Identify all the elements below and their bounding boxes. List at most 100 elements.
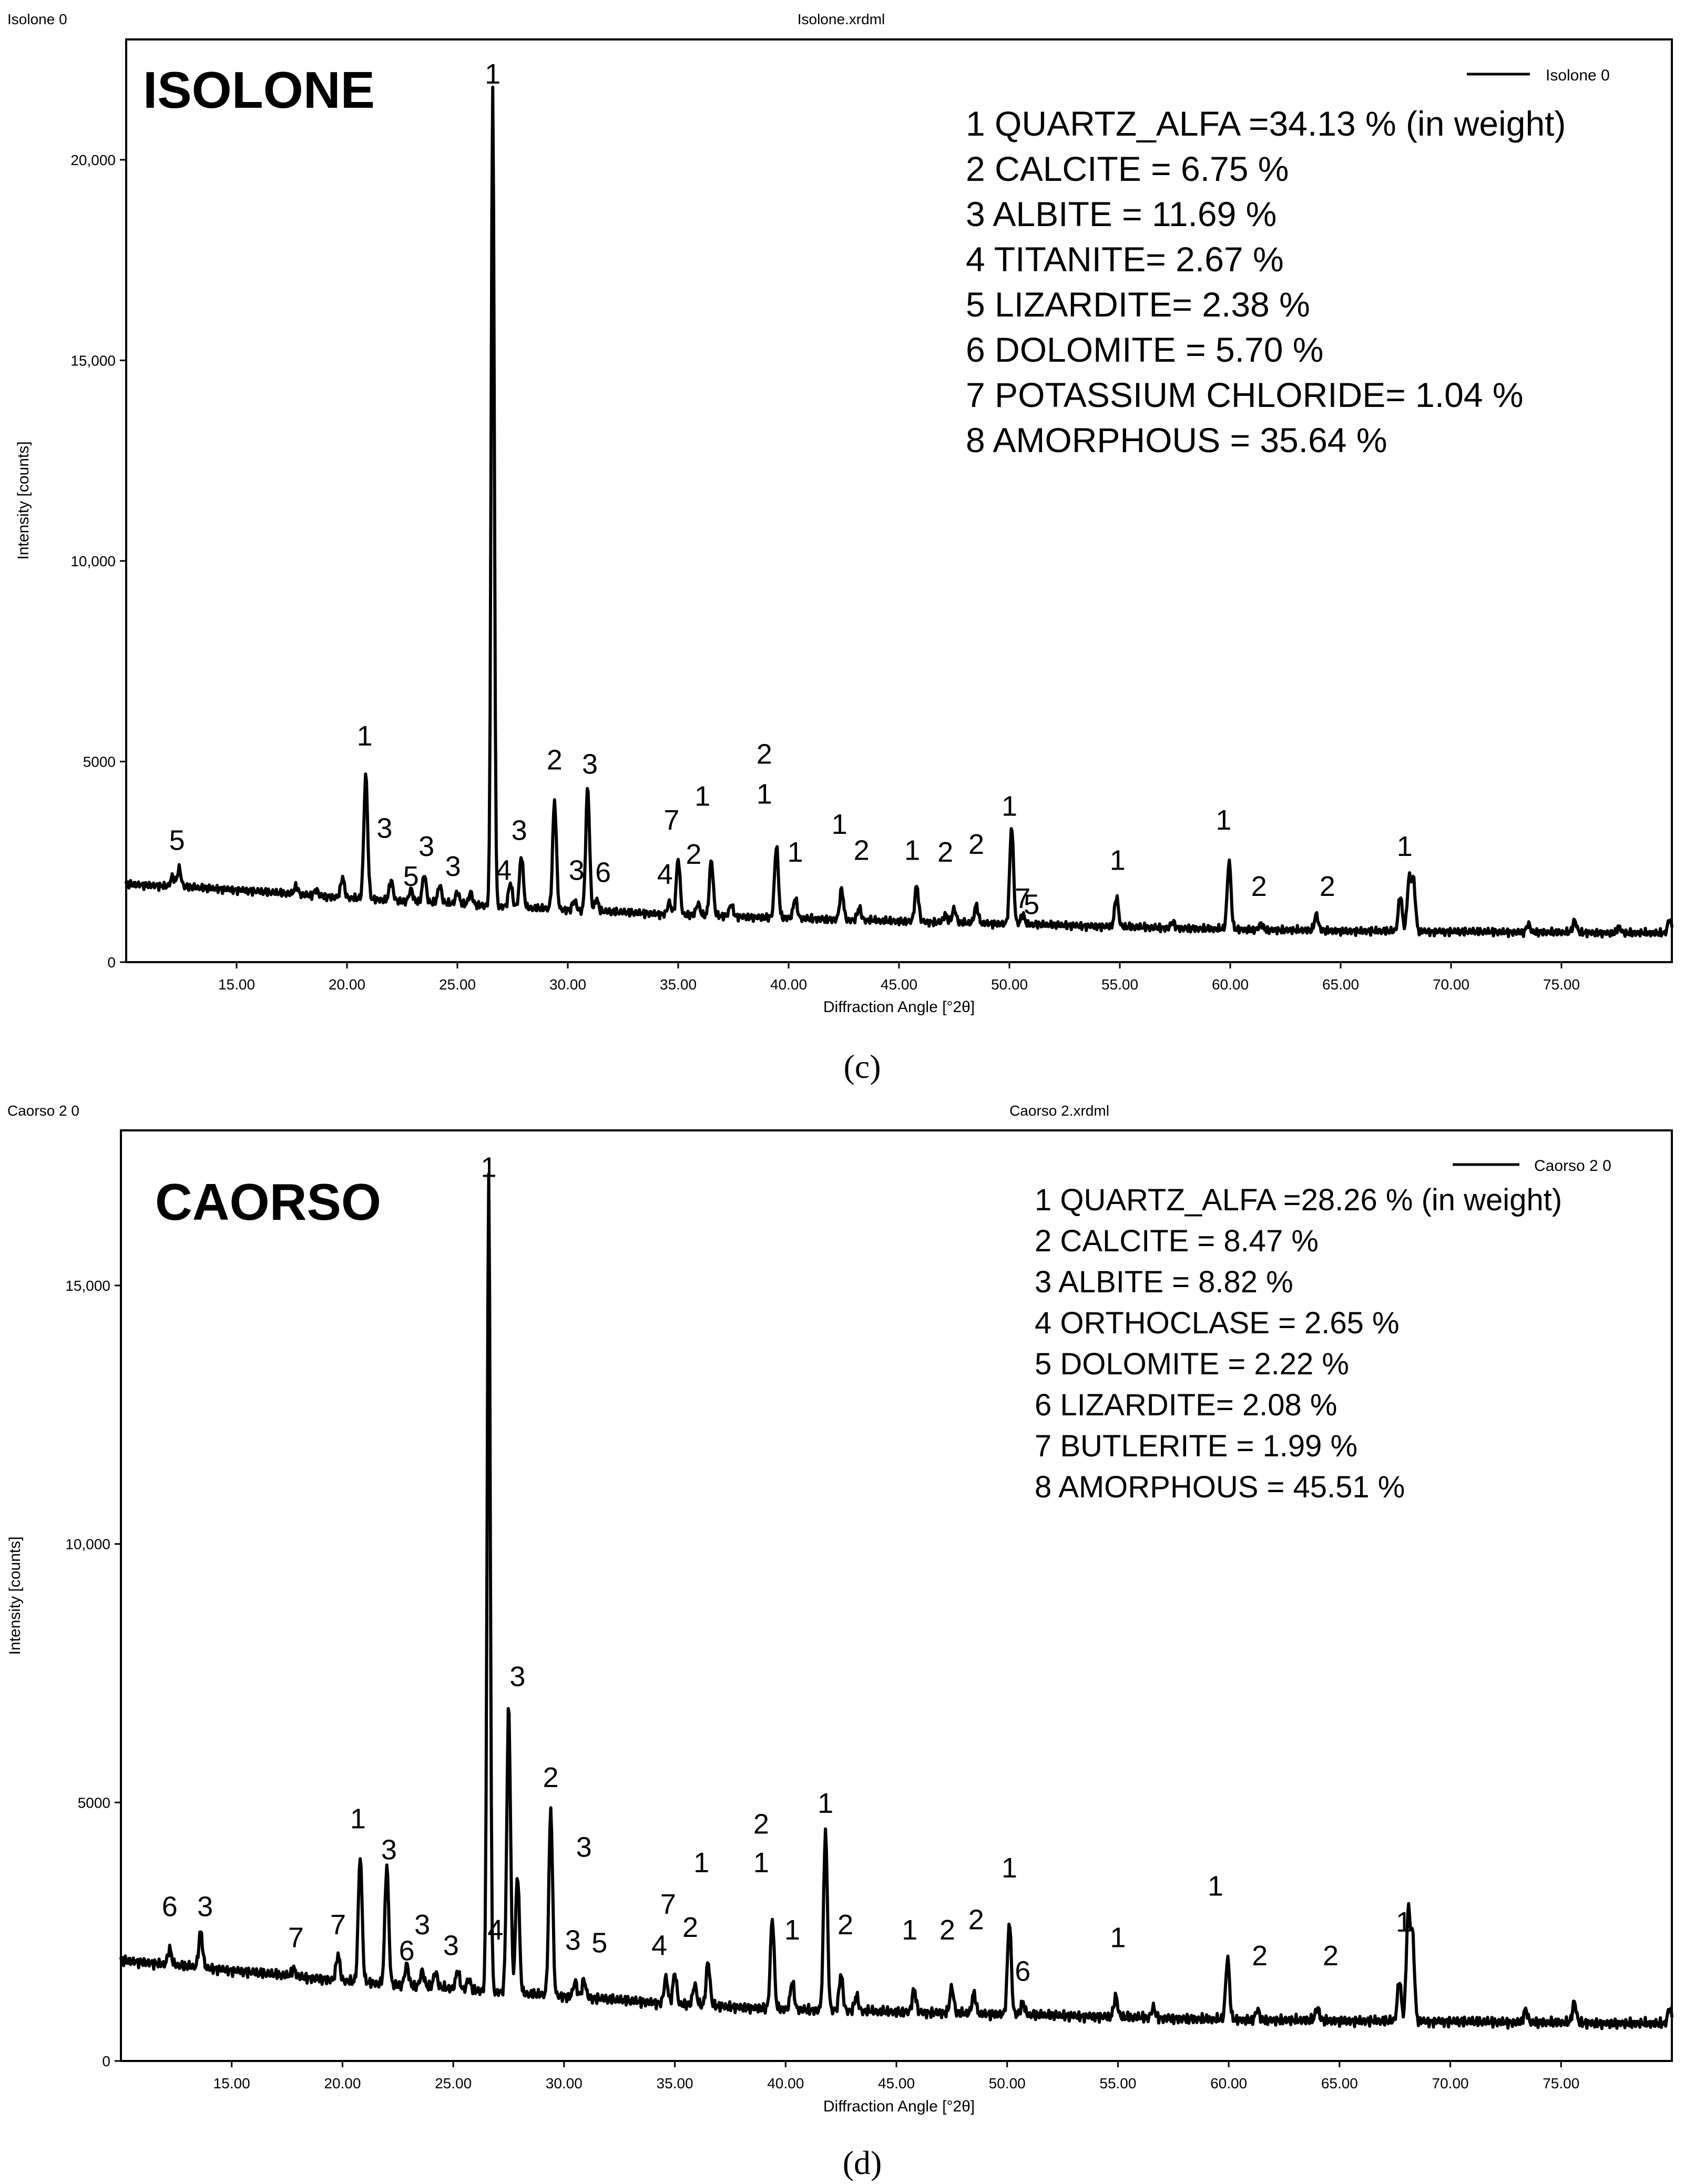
peak-label: 3 xyxy=(576,1832,592,1863)
peak-label: 3 xyxy=(569,855,585,886)
peak-label: 2 xyxy=(547,744,563,776)
phase-entry: 2 CALCITE = 8.47 % xyxy=(1035,1224,1319,1258)
x-tick-label: 35.00 xyxy=(660,976,697,993)
peak-label: 2 xyxy=(682,1912,698,1943)
peak-label: 1 xyxy=(1110,845,1126,876)
peak-label: 7 xyxy=(330,1909,346,1941)
peak-label: 6 xyxy=(595,856,611,888)
phase-entry: 8 AMORPHOUS = 35.64 % xyxy=(966,421,1387,460)
diffraction-trace xyxy=(119,1172,1673,2030)
peak-label: 2 xyxy=(1323,1940,1339,1972)
peak-label: 5 xyxy=(1024,889,1039,920)
sample-label: ISOLONE xyxy=(143,61,375,119)
diffraction-trace xyxy=(125,85,1673,939)
x-tick-label: 75.00 xyxy=(1543,2075,1579,2091)
peak-label: 2 xyxy=(968,1904,984,1935)
phase-entry: 4 TITANITE= 2.67 % xyxy=(966,240,1284,279)
y-tick-label: 5000 xyxy=(83,753,116,770)
peak-label: 3 xyxy=(197,1891,213,1923)
peak-label: 1 xyxy=(481,1152,497,1183)
peak-label: 4 xyxy=(496,855,512,886)
phase-entry: 3 ALBITE = 11.69 % xyxy=(966,195,1276,233)
phase-entry: 6 DOLOMITE = 5.70 % xyxy=(966,330,1323,369)
x-tick-label: 25.00 xyxy=(435,2075,472,2091)
y-tick-label: 0 xyxy=(107,954,116,971)
x-tick-label: 60.00 xyxy=(1212,976,1249,993)
peak-label: 7 xyxy=(663,804,679,836)
y-tick-label: 10,000 xyxy=(70,553,116,569)
peak-label: 3 xyxy=(509,1661,525,1692)
phase-entry: 3 ALBITE = 8.82 % xyxy=(1035,1265,1293,1299)
peak-label: 1 xyxy=(1208,1870,1223,1902)
peak-label: 1 xyxy=(357,720,373,752)
plot-area xyxy=(125,38,1673,963)
y-axis-label: Intensity [counts] xyxy=(6,1536,24,1655)
legend-label: Caorso 2 0 xyxy=(1534,1157,1611,1175)
corner-title: Caorso 2 0 xyxy=(7,1103,79,1119)
phase-entry: 5 LIZARDITE= 2.38 % xyxy=(966,285,1310,324)
peak-label: 4 xyxy=(651,1930,667,1961)
x-tick-label: 40.00 xyxy=(770,976,807,993)
x-tick-label: 55.00 xyxy=(1099,2075,1136,2091)
x-tick-label: 40.00 xyxy=(767,2075,804,2091)
peak-label: 2 xyxy=(937,836,953,868)
y-tick-label: 0 xyxy=(102,2053,110,2069)
peak-label: 1 xyxy=(693,1847,709,1879)
panel-caorso: Caorso 2 0 Caorso 2.xrdml 15.00 20.00 25.0… xyxy=(6,1103,1673,2181)
phase-entry: 1 QUARTZ_ALFA =34.13 % (in weight) xyxy=(966,104,1566,143)
peak-label: 3 xyxy=(445,851,461,882)
peak-label: 2 xyxy=(838,1909,853,1941)
y-tick-label: 10,000 xyxy=(65,1536,110,1553)
peak-label: 3 xyxy=(565,1925,581,1956)
peak-label: 1 xyxy=(695,780,710,812)
x-tick-label: 30.00 xyxy=(549,976,586,993)
phase-entry: 7 POTASSIUM CHLORIDE= 1.04 % xyxy=(966,375,1524,414)
peak-label: 1 xyxy=(1002,790,1017,822)
phase-entry: 1 QUARTZ_ALFA =28.26 % (in weight) xyxy=(1035,1183,1562,1217)
phase-entry: 7 BUTLERITE = 1.99 % xyxy=(1035,1429,1357,1463)
y-tick-label: 5000 xyxy=(78,1794,110,1811)
x-tick-label: 45.00 xyxy=(878,2075,915,2091)
peak-label: 6 xyxy=(1015,1956,1030,1987)
x-tick-label: 15.00 xyxy=(213,2075,250,2091)
x-tick-label: 70.00 xyxy=(1432,2075,1469,2091)
peak-label: 1 xyxy=(1216,804,1231,836)
sample-label: CAORSO xyxy=(155,1173,381,1231)
peak-label: 7 xyxy=(1015,883,1030,914)
peak-label: 1 xyxy=(818,1788,833,1819)
peak-label: 1 xyxy=(757,779,772,810)
peak-label: 3 xyxy=(418,831,434,862)
panel-caption: (c) xyxy=(843,1048,881,1085)
x-tick-label: 50.00 xyxy=(991,976,1028,993)
phase-entry: 5 DOLOMITE = 2.22 % xyxy=(1035,1347,1349,1381)
x-tick-label: 30.00 xyxy=(546,2075,583,2091)
peak-label: 5 xyxy=(403,861,419,892)
peak-label: 1 xyxy=(902,1914,917,1946)
peak-label: 1 xyxy=(832,809,847,840)
peak-label: 2 xyxy=(757,738,772,770)
x-axis-label: Diffraction Angle [°2θ] xyxy=(823,998,975,1016)
plot-area xyxy=(120,1129,1673,2062)
peak-label: 5 xyxy=(169,824,185,856)
panel-isolone: Isolone 0 Isolone.xrdml 15.00 20.00 25.00 3… xyxy=(7,11,1673,1085)
peak-label: 3 xyxy=(376,812,392,844)
x-tick-label: 50.00 xyxy=(989,2075,1026,2091)
peak-label: 3 xyxy=(443,1930,459,1961)
phase-entry: 2 CALCITE = 6.75 % xyxy=(966,149,1289,188)
phase-entry: 4 ORTHOCLASE = 2.65 % xyxy=(1035,1306,1400,1340)
x-tick-label: 15.00 xyxy=(218,976,255,993)
x-tick-label: 20.00 xyxy=(324,2075,361,2091)
x-axis-label: Diffraction Angle [°2θ] xyxy=(823,2098,975,2115)
x-tick-label: 35.00 xyxy=(657,2075,693,2091)
peak-label: 2 xyxy=(753,1808,769,1840)
phase-entry: 8 AMORPHOUS = 45.51 % xyxy=(1035,1470,1405,1504)
peak-label: 1 xyxy=(1396,1906,1412,1938)
peak-label: 3 xyxy=(381,1834,397,1866)
peak-label: 1 xyxy=(788,836,803,868)
peak-label: 1 xyxy=(753,1847,769,1879)
corner-title: Isolone 0 xyxy=(7,11,67,27)
legend-label: Isolone 0 xyxy=(1546,67,1610,84)
